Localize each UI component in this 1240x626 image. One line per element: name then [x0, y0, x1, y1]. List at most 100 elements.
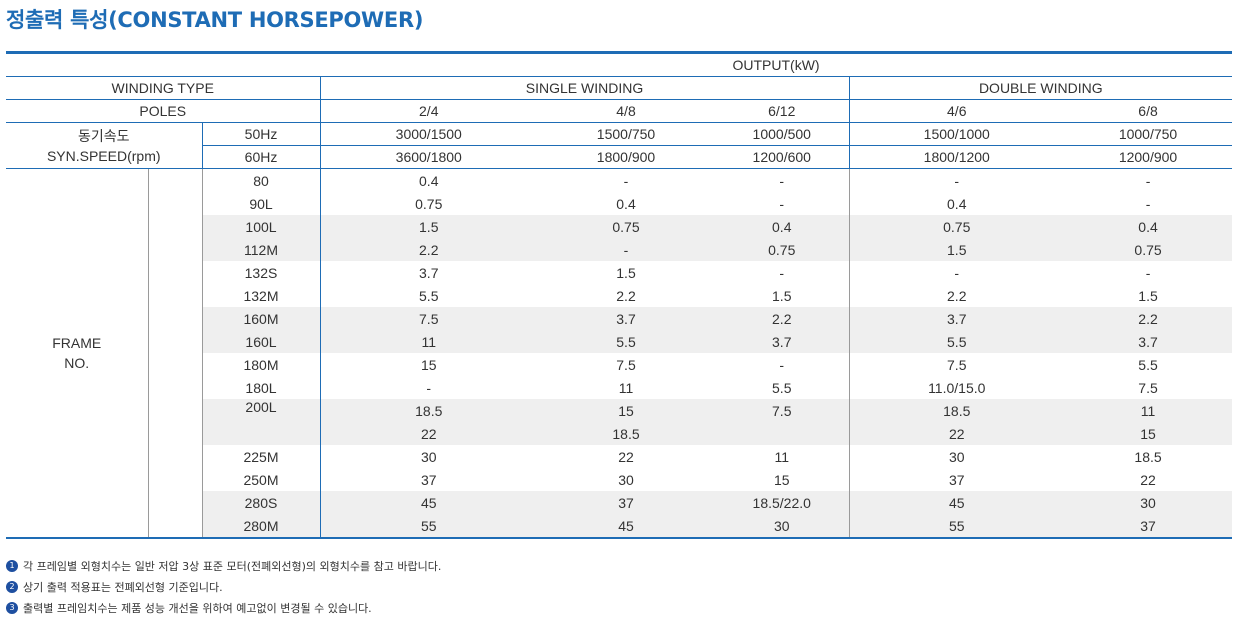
frame-size-cell: 112M [201, 238, 321, 261]
footnote-number-badge: 3 [6, 602, 18, 614]
frame-size-cell: 250M [201, 468, 321, 491]
output-value-cell: 2.2 [715, 307, 850, 330]
footnote: 2 상기 출력 적용표는 전폐외선형 기준입니다. [6, 577, 441, 598]
output-value-cell: 18.5 [849, 399, 1064, 422]
output-value-cell: - [954, 264, 960, 281]
frame-size-cell: 280S [201, 491, 321, 514]
output-value-cell: 18.5 [320, 399, 537, 422]
table-row: 200L 18.5 15 7.5 18.5 11 [6, 399, 1233, 445]
output-value-cell: 18.5/22.0 [715, 491, 850, 514]
frame-size-cell: 90L [201, 192, 321, 215]
footnote-text: 출력별 프레임치수는 제품 성능 개선을 위하여 예고없이 변경될 수 있습니다… [23, 602, 372, 615]
frame-size-cell: 132M [201, 284, 321, 307]
frame-size-cell: 200L [201, 399, 321, 445]
output-value-cell: 37 [1064, 514, 1233, 539]
page-title: 정출력 특성(CONSTANT HORSEPOWER) [6, 8, 424, 32]
output-value-cell: 0.4 [616, 195, 636, 212]
header-row-winding: WINDING TYPE SINGLE WINDING DOUBLE WINDI… [6, 76, 1233, 100]
footnote: 3 출력별 프레임치수는 제품 성능 개선을 위하여 예고없이 변경될 수 있습니… [6, 598, 441, 619]
output-value-cell: - [1145, 172, 1151, 189]
output-value-cell: 0.4 [1064, 215, 1233, 238]
header-row-output: OUTPUT(kW) [6, 54, 1233, 77]
table-row: FRAME NO. 80 0.4- - - - [6, 168, 1232, 539]
frame-size-cell: 132S [201, 261, 321, 284]
output-value-cell: - [715, 192, 850, 215]
output-value-cell: 2.2 [616, 287, 636, 304]
output-value-cell: 5.5 [1138, 356, 1158, 373]
table-row: 90L 0.75 0.4 - 0.4 - [6, 192, 1232, 215]
output-value-cell: - [954, 172, 960, 189]
frame-size-cell: 160M [201, 307, 321, 330]
output-value-cell: 1.5 [320, 215, 537, 238]
freq-60hz-label: 60Hz [202, 145, 321, 169]
footnote-text: 각 프레임별 외형치수는 일반 저압 3상 표준 모터(전폐외선형)의 외형치수… [23, 560, 442, 573]
frame-size-cell: 280M [201, 514, 321, 539]
output-value-cell: 18.5 [1134, 448, 1162, 465]
table-row: 280S 45 37 18.5/22.0 45 30 [6, 491, 1233, 514]
header-row-speed-60hz: 60Hz 3600/1800 1800/900 1200/600 1800/12… [6, 145, 1233, 169]
output-value-cell: 1.5 [715, 284, 850, 307]
frame-size-cell: 80 [201, 168, 321, 192]
output-value-cell: 30 [420, 448, 437, 465]
output-value-cell: 45 [320, 491, 537, 514]
output-value-cell: 37 [948, 471, 965, 488]
output-value-cell: 11.0/15.0 [928, 379, 986, 396]
single-winding-header: SINGLE WINDING [320, 76, 850, 100]
constant-horsepower-table: OUTPUT(kW) WINDING TYPE SINGLE WINDING D… [6, 54, 1233, 539]
output-value-cell: 0.4 [947, 195, 967, 212]
speed-60hz-value: 1800/900 [537, 145, 715, 169]
output-value-cell: 5.5 [715, 376, 850, 399]
speed-50hz-value: 1000/750 [1064, 122, 1233, 146]
output-value-cell [715, 422, 850, 445]
output-value-cell: 18.5 [537, 422, 715, 445]
syn-speed-label: 동기속도 SYN.SPEED(rpm) [6, 122, 203, 169]
frame-size-cell: 180L [201, 376, 321, 399]
table-row: 112M 2.2-0.75 1.5 0.75 [6, 238, 1233, 261]
output-value-cell: 15 [1064, 422, 1233, 445]
poles-value: 4/8 [537, 99, 715, 123]
output-value-cell: 55 [320, 514, 537, 539]
speed-50hz-value: 1500/750 [537, 122, 715, 146]
output-value-cell: 7.5 [320, 307, 537, 330]
output-value-cell: 7.5 [715, 399, 850, 422]
output-value-cell: 5.5 [537, 330, 715, 353]
output-value-cell: - [715, 261, 850, 284]
output-value-cell: 0.75 [537, 215, 715, 238]
output-value-cell: 2.2 [947, 287, 967, 304]
frame-size-cell: 100L [201, 215, 321, 238]
table-body: OUTPUT(kW) WINDING TYPE SINGLE WINDING D… [6, 54, 1233, 539]
output-value-cell: 5.5 [849, 330, 1064, 353]
frame-size-cell: 180M [201, 353, 321, 376]
output-value-cell: 0.4 [419, 172, 439, 189]
output-value-cell: 3.7 [715, 330, 850, 353]
output-value-cell: 7.5 [1138, 379, 1158, 396]
output-value-cell: 0.4 [715, 215, 850, 238]
syn-speed-label-ko: 동기속도 [77, 127, 130, 144]
footnote: 1 각 프레임별 외형치수는 일반 저압 3상 표준 모터(전폐외선형)의 외형치… [6, 556, 441, 577]
output-value-cell: 0.75 [1064, 238, 1233, 261]
poles-value: 2/4 [320, 99, 537, 123]
poles-value: 4/6 [849, 99, 1064, 123]
output-value-cell: 22 [320, 422, 537, 445]
output-value-cell: 37 [420, 471, 437, 488]
output-value-cell: 15 [537, 399, 715, 422]
output-value-cell: 5.5 [419, 287, 439, 304]
header-row-speed-50hz: 동기속도 SYN.SPEED(rpm) 50Hz 3000/1500 1500/… [6, 122, 1233, 169]
output-value-cell: 11 [715, 445, 850, 468]
output-value-cell: 30 [618, 471, 634, 488]
table-row: 180M 15 7.5 - 7.5 5.5 [6, 353, 1232, 376]
winding-type-label: WINDING TYPE [6, 76, 321, 100]
table-row: 180L - 11 5.5 11.0/15.0 7.5 [6, 376, 1232, 399]
table-row: 160L 11 5.5 3.7 5.5 3.7 [6, 330, 1233, 353]
output-value-cell: 15 [420, 356, 437, 373]
speed-60hz-value: 1200/900 [1064, 145, 1233, 169]
output-value-cell: 11 [618, 379, 634, 396]
output-value-cell: 0.75 [849, 215, 1064, 238]
frame-no-label: FRAME NO. [6, 168, 149, 539]
output-value-cell: 22 [618, 448, 634, 465]
output-value-cell: 2.2 [320, 238, 537, 261]
footnotes: 1 각 프레임별 외형치수는 일반 저압 3상 표준 모터(전폐외선형)의 외형치… [6, 556, 441, 619]
output-value-cell: 55 [849, 514, 1064, 539]
output-value-cell: - [1145, 195, 1151, 212]
output-value-cell: 30 [1064, 491, 1233, 514]
